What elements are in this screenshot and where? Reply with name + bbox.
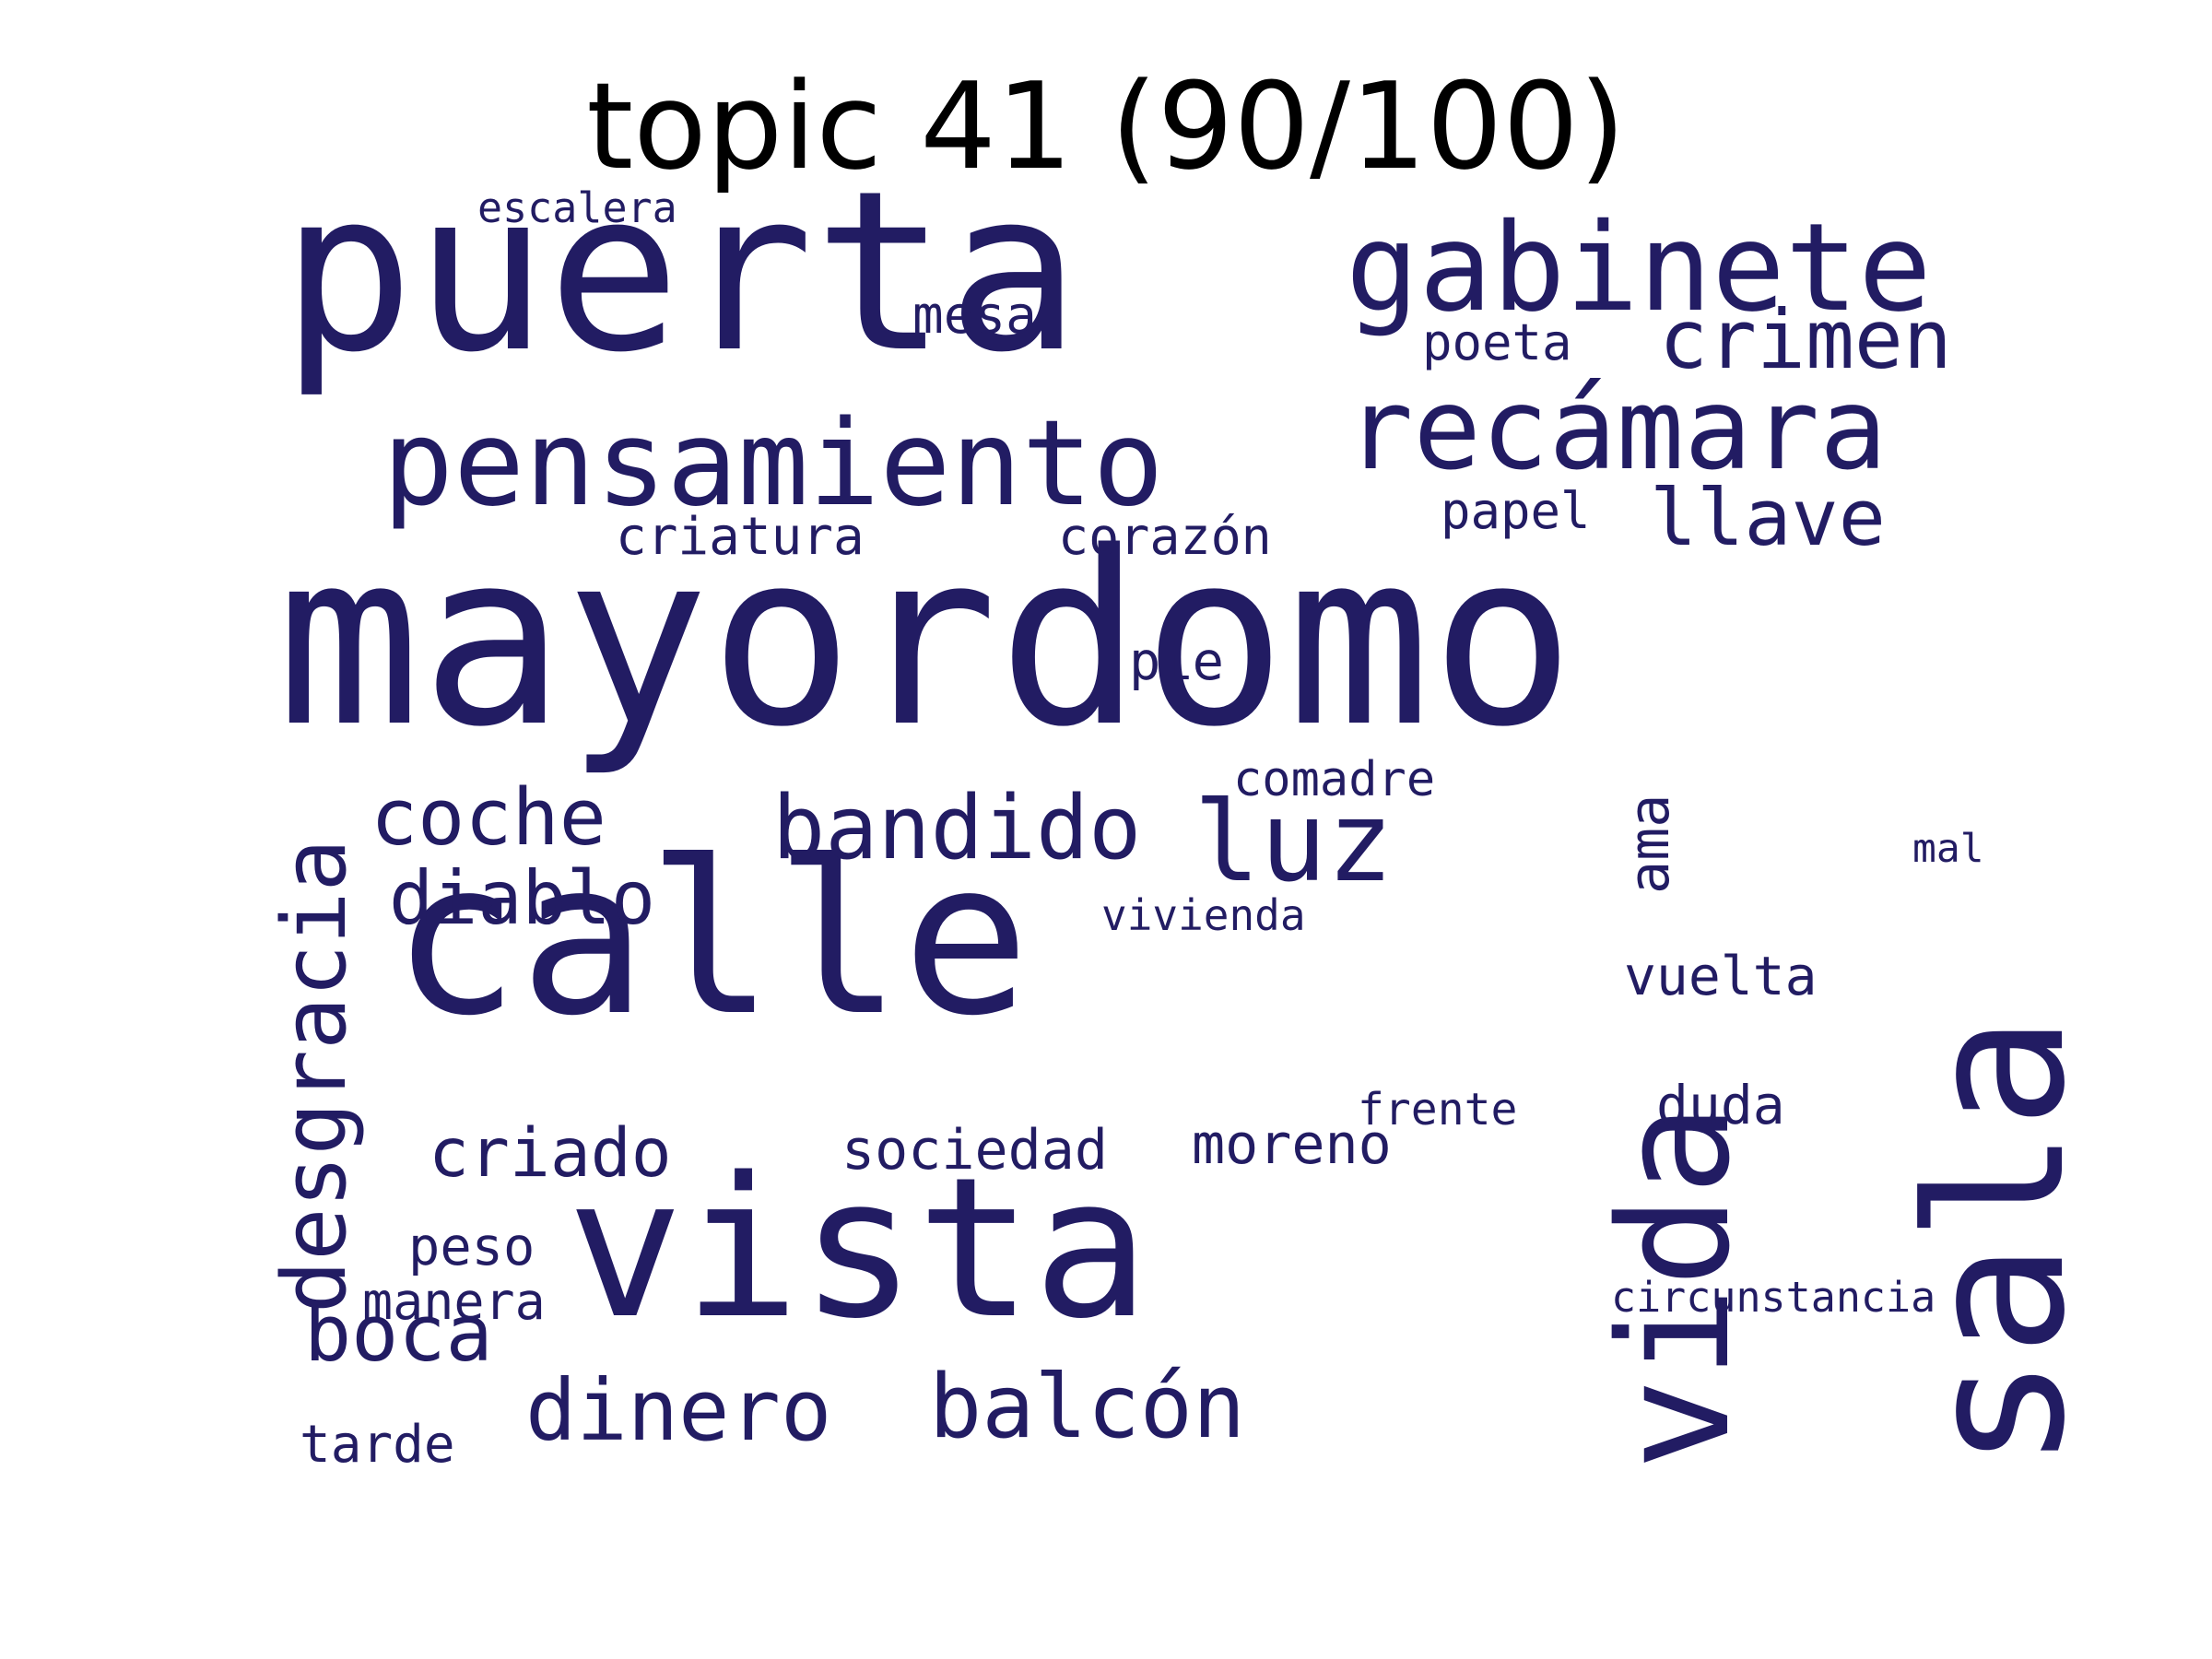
word-frente: frente	[1358, 1084, 1518, 1135]
word-corazón: corazón	[1058, 507, 1272, 566]
word-moreno: moreno	[1192, 1112, 1392, 1177]
word-calle: calle	[392, 817, 1030, 1063]
word-sala: sala	[1888, 1015, 2107, 1470]
word-poeta: poeta	[1422, 313, 1572, 371]
word-escalera: escalera	[477, 183, 677, 232]
word-comadre: comadre	[1233, 752, 1436, 807]
word-gabinete: gabinete	[1346, 197, 1932, 339]
word-mal: mal	[1912, 826, 1984, 872]
word-pie: pie	[1129, 631, 1224, 692]
word-vista: vista	[567, 1135, 1150, 1361]
word-vivienda: vivienda	[1101, 890, 1306, 940]
word-boca: boca	[304, 1288, 493, 1380]
word-dinero: dinero	[525, 1361, 832, 1460]
word-crimen: crimen	[1659, 292, 1952, 387]
word-manera: manera	[362, 1272, 546, 1331]
word-ama: ama	[1618, 794, 1682, 894]
word-coche: coche	[371, 772, 606, 864]
word-criado: criado	[429, 1114, 672, 1193]
word-diablo: diablo	[389, 855, 655, 941]
word-duda: duda	[1656, 1074, 1785, 1136]
word-luz: luz	[1194, 779, 1394, 907]
word-pensamiento: pensamiento	[382, 395, 1164, 533]
word-desgracia: desgracia	[265, 839, 366, 1313]
word-llave: llave	[1650, 473, 1886, 564]
word-circunstancia: circunstancia	[1611, 1273, 1936, 1322]
word-recámara: recámara	[1346, 364, 1888, 495]
word-balcón: balcón	[929, 1357, 1246, 1458]
word-criatura: criatura	[616, 507, 865, 567]
word-tarde: tarde	[300, 1415, 455, 1475]
word-mesa: mesa	[912, 286, 1037, 346]
word-papel: papel	[1441, 482, 1591, 540]
cloud-title: topic 41 (90/100)	[586, 56, 1626, 196]
word-puerta: puerta	[281, 143, 1080, 401]
word-bandido: bandido	[772, 778, 1142, 879]
word-sociedad: sociedad	[841, 1118, 1108, 1182]
word-mayordomo: mayordomo	[276, 501, 1575, 780]
word-vuelta: vuelta	[1624, 945, 1818, 1007]
word-peso: peso	[408, 1217, 535, 1277]
